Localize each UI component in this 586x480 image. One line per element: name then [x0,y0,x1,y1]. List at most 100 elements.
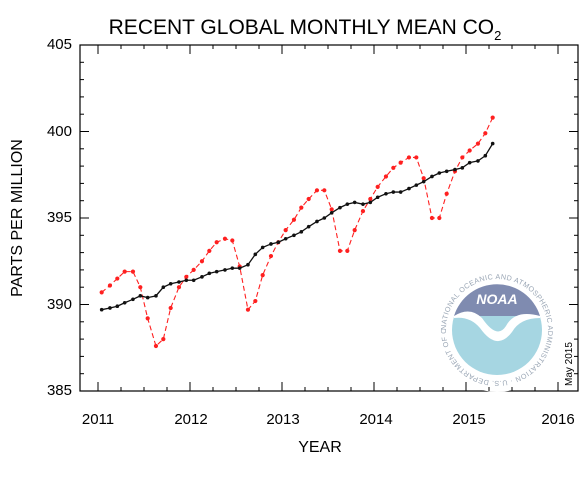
trend-point [191,278,196,283]
trend-point [329,211,334,215]
monthly-mean-point [161,337,166,342]
x-tick-label: 2014 [359,411,392,428]
trend-point [476,159,480,163]
monthly-mean-point [153,343,159,349]
monthly-mean-point [230,238,235,243]
trend-point [200,275,204,279]
trend-point [237,266,242,270]
trend-point [430,174,434,179]
y-tick-label: 395 [47,209,72,226]
y-tick-labels: 385 390 395 400 405 [47,36,72,399]
trend-point [131,297,135,302]
trend-point [168,281,173,286]
monthly-mean-point [352,228,357,233]
noaa-logo: NATIONAL OCEANIC AND ATMOSPHERIC ADMINIS… [0,0,555,389]
monthly-mean-line [101,117,494,348]
monthly-mean-point [314,188,320,193]
trend-point [177,280,181,284]
monthly-mean-point [429,215,435,221]
y-tick-label: 405 [47,36,72,53]
monthly-mean-point [184,274,189,279]
monthly-mean-point [490,115,495,120]
trend-point [184,278,189,283]
trend-point [283,236,288,241]
monthly-mean-point [145,316,150,321]
monthly-mean-point [99,290,104,295]
trend-point [260,245,265,250]
monthly-mean-point [337,248,343,253]
monthly-mean-point [383,174,389,179]
monthly-mean-point [299,205,304,210]
monthly-mean-point [115,276,120,281]
monthly-mean-point [421,176,426,181]
trend-point [490,141,495,146]
trend-point [122,300,127,305]
trend-point [292,233,296,238]
chart-title: RECENT GLOBAL MONTHLY MEAN CO2 [109,16,502,43]
trend-point [398,190,403,194]
trend-point [276,240,281,245]
trend-point [145,295,150,300]
monthly-mean-point [329,207,334,212]
trend-point [453,167,457,172]
monthly-mean-point [437,215,442,221]
trend-point [214,269,219,274]
trend-point [322,216,327,220]
monthly-mean-point [345,248,350,253]
monthly-mean-point [406,155,412,160]
monthly-mean-point [444,191,449,196]
trend-point [444,169,449,174]
trend-point [391,190,396,194]
trend-point [108,306,112,310]
x-tick-label: 2011 [82,411,114,428]
trend-point [115,304,120,309]
trend-point [460,166,465,170]
trend-point [154,294,158,298]
axis-ticks [80,44,578,392]
trend-point [253,252,258,257]
monthly-mean-point [176,285,182,290]
trend-point [207,271,212,276]
x-tick-label: 2016 [541,411,574,428]
trend-point [368,200,373,205]
trend-point [99,307,104,312]
monthly-mean-point [460,155,465,160]
monthly-mean-point [191,267,196,272]
noaa-logo-text: NOAA [476,291,517,307]
monthly-mean-point [398,160,403,165]
trend-point [375,195,380,200]
trend-point [315,219,319,224]
y-tick-label: 390 [47,296,72,313]
monthly-mean-point [391,165,396,170]
monthly-mean-point [130,269,136,274]
trend-point [421,179,426,184]
trend-point [230,266,235,270]
monthly-mean-point [268,253,274,259]
trend-point [414,183,419,187]
chart-title-subscript: 2 [494,28,501,43]
y-tick-label: 400 [47,123,72,140]
x-tick-label: 2012 [174,411,207,428]
trend-point [361,202,365,206]
y-axis-label: PARTS PER MILLION [9,139,26,297]
monthly-mean-point [214,240,219,245]
monthly-mean-point [260,272,265,278]
x-tick-label: 2015 [452,411,485,428]
noaa-bird-icon [454,311,540,342]
y-tick-label: 385 [47,382,72,399]
x-axis-label: YEAR [298,439,342,456]
monthly-mean-point [138,285,143,290]
date-stamp: May 2015 [564,342,575,386]
monthly-mean-point [375,184,380,189]
monthly-mean-point [475,141,481,146]
monthly-mean-point [283,228,288,233]
monthly-mean-point [467,148,472,153]
monthly-mean-point [207,248,212,253]
trend-point [138,294,143,298]
monthly-mean-point [360,208,366,214]
series-layer [99,115,495,349]
monthly-mean-point [222,236,228,241]
x-tick-labels: 2011 2012 2013 2014 2015 2016 [82,411,575,428]
trend-point [483,153,488,158]
trend-point [352,200,357,205]
